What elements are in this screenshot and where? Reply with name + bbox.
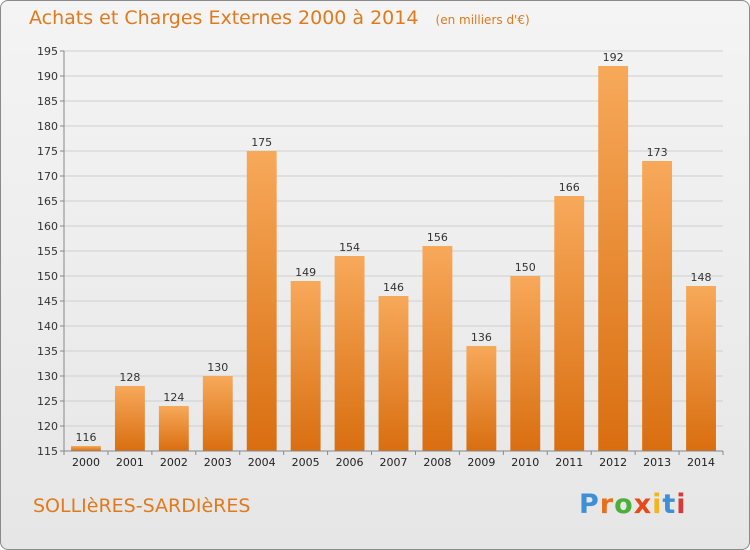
- data-label: 116: [75, 431, 96, 444]
- y-tick-label: 155: [37, 245, 58, 258]
- y-tick-label: 190: [37, 70, 58, 83]
- bar-2008: [422, 246, 453, 451]
- y-tick-label: 165: [37, 195, 58, 208]
- logo-letter: o: [614, 489, 634, 520]
- logo-letter: i: [652, 489, 663, 520]
- bar-2002: [158, 406, 189, 451]
- bar-2009: [466, 346, 497, 451]
- y-axis-ticks: 115 120 125 130 135 140 145 150 155 160 165 170 175 1…: [37, 45, 64, 458]
- y-tick-label: 125: [37, 395, 58, 408]
- x-tick-label: 2007: [380, 456, 408, 469]
- data-labels: 116 128 124 130 175 149 154 146 156 136 150 166 192 1…: [75, 51, 711, 444]
- x-tick-label: 2008: [423, 456, 451, 469]
- x-axis-ticks: 2000 2001 2002 2003 2004 2005 2006 2007 2008 2009…: [63, 451, 724, 469]
- bar-2010: [510, 276, 541, 451]
- data-label: 166: [559, 181, 580, 194]
- data-label: 124: [163, 391, 184, 404]
- bar-2004: [246, 151, 277, 451]
- y-tick-label: 115: [37, 445, 58, 458]
- x-tick-label: 2000: [72, 456, 100, 469]
- bar-2011: [554, 196, 585, 451]
- y-tick-label: 170: [37, 170, 58, 183]
- x-tick-label: 2011: [555, 456, 583, 469]
- data-label: 130: [207, 361, 228, 374]
- data-label: 192: [603, 51, 624, 64]
- logo-letter: x: [633, 489, 653, 520]
- commune-name: SOLLIèRES-SARDIèRES: [33, 495, 251, 517]
- y-tick-label: 140: [37, 320, 58, 333]
- bar-2000: [71, 446, 101, 451]
- y-tick-label: 120: [37, 420, 58, 433]
- data-label: 175: [251, 136, 272, 149]
- x-tick-label: 2005: [292, 456, 320, 469]
- y-tick-label: 145: [37, 295, 58, 308]
- data-label: 150: [515, 261, 536, 274]
- x-tick-label: 2002: [160, 456, 188, 469]
- bar-2013: [642, 161, 673, 451]
- x-tick-label: 2001: [116, 456, 144, 469]
- logo-letter: t: [662, 489, 677, 520]
- x-tick-label: 2006: [336, 456, 364, 469]
- y-tick-label: 195: [37, 45, 58, 58]
- proxiti-logo: Proxiti: [579, 489, 687, 520]
- data-label: 173: [647, 146, 668, 159]
- data-label: 154: [339, 241, 360, 254]
- bar-2006: [334, 256, 365, 451]
- bars: [71, 66, 716, 451]
- data-label: 128: [119, 371, 140, 384]
- y-tick-label: 150: [37, 270, 58, 283]
- chart-subtitle: (en milliers d'€): [435, 13, 530, 27]
- chart-title: Achats et Charges Externes 2000 à 2014: [29, 7, 419, 29]
- x-tick-label: 2009: [467, 456, 495, 469]
- x-tick-label: 2010: [511, 456, 539, 469]
- y-tick-label: 180: [37, 120, 58, 133]
- bar-2005: [290, 281, 321, 451]
- data-label: 136: [471, 331, 492, 344]
- bar-2012: [598, 66, 629, 451]
- data-label: 156: [427, 231, 448, 244]
- title-row: Achats et Charges Externes 2000 à 2014 (…: [29, 7, 530, 29]
- x-tick-label: 2004: [248, 456, 276, 469]
- bar-2001: [114, 386, 145, 451]
- bar-2003: [202, 376, 233, 451]
- y-tick-label: 135: [37, 345, 58, 358]
- y-tick-label: 185: [37, 95, 58, 108]
- y-tick-label: 160: [37, 220, 58, 233]
- data-label: 149: [295, 266, 316, 279]
- x-tick-label: 2012: [599, 456, 627, 469]
- x-tick-label: 2014: [687, 456, 715, 469]
- logo-letter: r: [599, 489, 615, 520]
- data-label: 148: [691, 271, 712, 284]
- logo-letter: i: [676, 489, 687, 520]
- y-tick-label: 130: [37, 370, 58, 383]
- bar-2014: [686, 286, 716, 451]
- y-tick-label: 175: [37, 145, 58, 158]
- bar-2007: [378, 296, 409, 451]
- x-tick-label: 2003: [204, 456, 232, 469]
- logo-letter: P: [579, 489, 600, 520]
- x-tick-label: 2013: [643, 456, 671, 469]
- data-label: 146: [383, 281, 404, 294]
